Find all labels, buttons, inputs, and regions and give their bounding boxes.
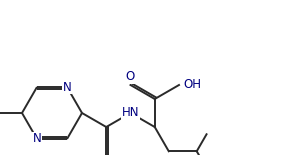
Text: N: N xyxy=(33,133,41,146)
Text: O: O xyxy=(126,70,135,83)
Text: N: N xyxy=(63,80,71,93)
Text: HN: HN xyxy=(122,106,139,120)
Text: OH: OH xyxy=(183,78,201,91)
